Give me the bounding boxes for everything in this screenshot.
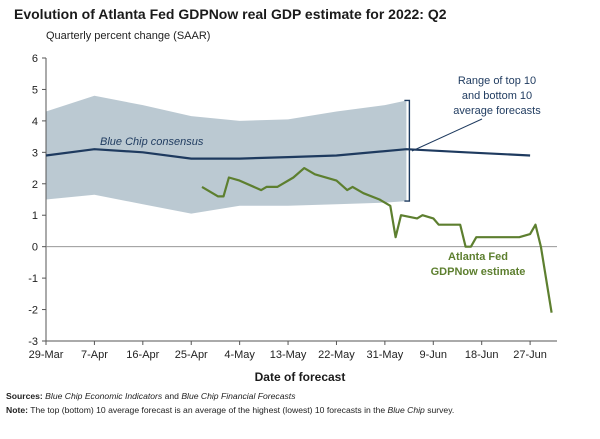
axes: 6 5 4 3 2 1 0 -1 -2 -329-Mar 7-Apr 16-Apr 25-Apr 4-Ma…: [28, 53, 557, 361]
x-tick-label: 4-May: [224, 349, 255, 361]
y-tick-label: 6: [32, 53, 38, 65]
x-tick-label: 7-Apr: [81, 349, 108, 361]
series-lines: [45, 148, 553, 313]
gdpnow-line: [201, 167, 553, 313]
note-end: survey.: [427, 405, 455, 415]
x-tick-label: 31-May: [367, 349, 404, 361]
range-band: [46, 95, 407, 214]
y-tick-label: 0: [32, 242, 38, 254]
sources-title-1: Blue Chip Economic Indicators: [45, 391, 163, 401]
x-tick-label: 27-Jun: [513, 349, 547, 361]
x-tick-label: 22-May: [318, 349, 355, 361]
band-annotation-line3: average forecasts: [453, 105, 541, 117]
y-tick-label: -3: [28, 336, 38, 348]
chart-title: Evolution of Atlanta Fed GDPNow real GDP…: [14, 6, 447, 22]
band-annotation-line1: Range of top 10: [458, 75, 536, 87]
y-tick-label: 3: [32, 147, 38, 159]
consensus-line: [45, 148, 531, 160]
annotations: Range of top 10 and bottom 10 average fo…: [100, 75, 541, 278]
x-tick-label: 16-Apr: [126, 349, 159, 361]
sources-label: Sources:: [6, 391, 43, 401]
band-annotation-pointer: [411, 118, 483, 152]
chart-subtitle: Quarterly percent change (SAAR): [46, 30, 211, 42]
y-tick-label: 5: [32, 84, 38, 96]
note-text: The top (bottom) 10 average forecast is …: [30, 405, 386, 415]
gdpnow-annotation-line1: Atlanta Fed: [448, 251, 508, 263]
footer-sources: Sources: Blue Chip Economic Indicators a…: [6, 391, 296, 401]
y-tick-label: 2: [32, 179, 38, 191]
x-tick-label: 25-Apr: [175, 349, 208, 361]
band-layer: [46, 95, 411, 214]
sources-title-2: Blue Chip Financial Forecasts: [181, 391, 296, 401]
y-tick-label: -2: [28, 305, 38, 317]
sources-and: and: [164, 391, 179, 401]
gdpnow-annotation-line2: GDPNow estimate: [431, 266, 526, 278]
range-bracket: [404, 99, 411, 202]
x-axis-label: Date of forecast: [255, 370, 346, 384]
consensus-annotation: Blue Chip consensus: [100, 136, 204, 148]
y-tick-label: 4: [32, 116, 38, 128]
x-tick-label: 18-Jun: [465, 349, 499, 361]
y-tick-label: -1: [28, 273, 38, 285]
note-title: Blue Chip: [387, 405, 425, 415]
y-tick-label: 1: [32, 210, 38, 222]
x-tick-label: 9-Jun: [420, 349, 448, 361]
footer-note: Note: The top (bottom) 10 average foreca…: [6, 405, 454, 415]
x-tick-label: 13-May: [270, 349, 307, 361]
note-label: Note:: [6, 405, 28, 415]
x-tick-label: 29-Mar: [29, 349, 64, 361]
band-annotation-line2: and bottom 10: [462, 90, 532, 102]
